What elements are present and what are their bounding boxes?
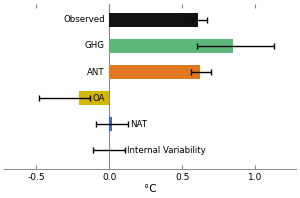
Bar	[109, 13, 198, 27]
Bar	[109, 117, 112, 131]
Text: NAT: NAT	[130, 120, 147, 129]
Bar	[109, 65, 200, 79]
Text: GHG: GHG	[85, 41, 105, 50]
Bar	[79, 91, 109, 105]
Bar	[109, 39, 233, 53]
Text: Observed: Observed	[63, 15, 105, 24]
Text: ANT: ANT	[87, 68, 105, 76]
Text: OA: OA	[92, 94, 105, 103]
X-axis label: °C: °C	[144, 184, 156, 194]
Text: Internal Variability: Internal Variability	[128, 146, 206, 155]
